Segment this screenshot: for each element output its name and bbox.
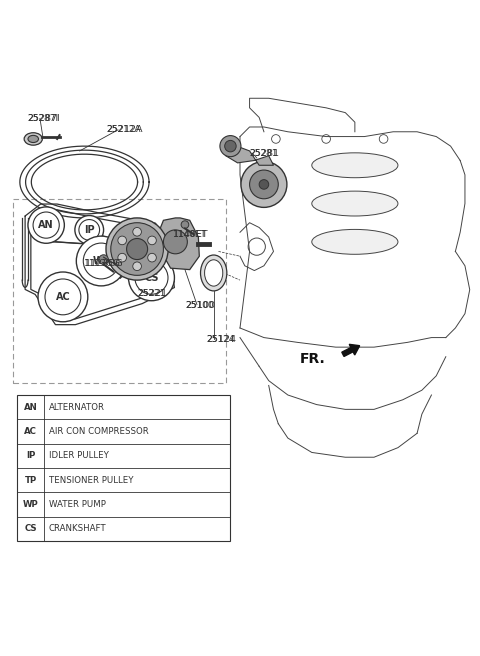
- Text: 25212A: 25212A: [106, 125, 143, 134]
- Circle shape: [133, 228, 142, 236]
- Circle shape: [84, 243, 119, 279]
- Circle shape: [138, 226, 165, 253]
- Text: 1123GG: 1123GG: [84, 259, 123, 268]
- Circle shape: [259, 180, 269, 189]
- Text: TP: TP: [144, 234, 158, 245]
- Text: 1123GG: 1123GG: [84, 259, 121, 268]
- Ellipse shape: [312, 153, 398, 178]
- Text: IDLER PULLEY: IDLER PULLEY: [48, 451, 108, 461]
- Text: WP: WP: [23, 500, 38, 509]
- Polygon shape: [221, 144, 274, 165]
- Text: CS: CS: [144, 273, 159, 283]
- Circle shape: [129, 255, 174, 300]
- Ellipse shape: [204, 260, 223, 286]
- Circle shape: [33, 212, 59, 238]
- Circle shape: [76, 236, 126, 286]
- Text: AC: AC: [56, 292, 70, 302]
- Text: AIR CON COMPRESSOR: AIR CON COMPRESSOR: [48, 427, 148, 436]
- Circle shape: [118, 236, 127, 245]
- Circle shape: [250, 170, 278, 199]
- Text: 25100: 25100: [185, 300, 214, 310]
- Circle shape: [148, 253, 156, 262]
- Text: 25287I: 25287I: [27, 114, 58, 123]
- Circle shape: [220, 136, 241, 157]
- Text: ALTERNATOR: ALTERNATOR: [48, 403, 105, 412]
- Polygon shape: [158, 218, 199, 270]
- Bar: [17, 395, 230, 541]
- Circle shape: [99, 255, 108, 264]
- Ellipse shape: [24, 133, 42, 145]
- Text: 25124: 25124: [206, 335, 237, 344]
- Circle shape: [118, 253, 127, 262]
- FancyArrow shape: [342, 344, 360, 356]
- Circle shape: [148, 236, 156, 245]
- Text: TP: TP: [24, 476, 37, 485]
- Circle shape: [106, 218, 168, 280]
- Text: WATER PUMP: WATER PUMP: [48, 500, 106, 509]
- Text: 25124: 25124: [206, 335, 235, 344]
- Ellipse shape: [312, 230, 398, 255]
- Bar: [12, 199, 226, 383]
- Text: IP: IP: [84, 225, 95, 235]
- Circle shape: [79, 220, 99, 240]
- Text: 1140ET: 1140ET: [173, 230, 209, 239]
- Text: FR.: FR.: [300, 352, 325, 366]
- Text: 25281: 25281: [250, 149, 278, 158]
- Text: CRANKSHAFT: CRANKSHAFT: [48, 524, 106, 533]
- Text: WP: WP: [92, 256, 110, 266]
- Circle shape: [28, 207, 64, 243]
- Ellipse shape: [312, 191, 398, 216]
- Text: TENSIONER PULLEY: TENSIONER PULLEY: [48, 476, 133, 485]
- Circle shape: [111, 222, 163, 276]
- Circle shape: [45, 279, 81, 315]
- Circle shape: [135, 261, 168, 295]
- Ellipse shape: [28, 135, 38, 142]
- Circle shape: [127, 239, 148, 260]
- Text: AN: AN: [24, 403, 37, 412]
- Text: 25281: 25281: [250, 149, 279, 158]
- Circle shape: [241, 161, 287, 207]
- Circle shape: [38, 272, 88, 322]
- Text: 25212A: 25212A: [106, 125, 141, 134]
- Text: AN: AN: [38, 220, 54, 230]
- Text: CS: CS: [24, 524, 37, 533]
- Text: 25221: 25221: [137, 289, 166, 298]
- Text: 25221: 25221: [137, 289, 167, 298]
- Text: 25100: 25100: [185, 300, 215, 310]
- Text: 1140ET: 1140ET: [173, 230, 207, 239]
- Text: 25287I: 25287I: [27, 114, 60, 123]
- Circle shape: [181, 221, 189, 228]
- Text: AC: AC: [24, 427, 37, 436]
- Circle shape: [225, 140, 236, 152]
- Circle shape: [142, 230, 161, 249]
- Circle shape: [75, 216, 104, 244]
- Circle shape: [133, 262, 142, 270]
- Circle shape: [163, 230, 187, 254]
- Text: IP: IP: [26, 451, 36, 461]
- Ellipse shape: [201, 255, 227, 291]
